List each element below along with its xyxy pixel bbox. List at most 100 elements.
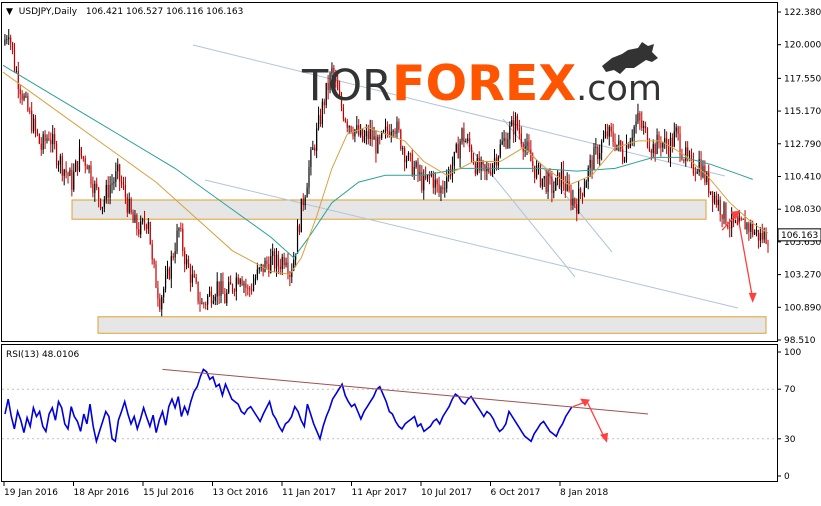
- price-candle-body: [149, 221, 151, 245]
- price-candle-body: [92, 183, 94, 193]
- price-candle-body: [425, 175, 427, 179]
- price-candle-body: [272, 251, 274, 257]
- price-candle-body: [151, 244, 153, 260]
- price-candle-body: [241, 279, 243, 286]
- price-candle-body: [36, 130, 39, 135]
- price-candle-body: [212, 300, 214, 304]
- moving-average-fast: [2, 71, 769, 275]
- price-candle-body: [283, 257, 285, 266]
- price-candle-body: [224, 293, 226, 304]
- price-candle-body: [90, 165, 92, 184]
- price-candle-body: [229, 282, 232, 285]
- current-price-tag: 106.163: [777, 228, 821, 242]
- price-candle-body: [583, 187, 585, 196]
- price-candle-body: [369, 128, 371, 139]
- price-candle-body: [518, 128, 520, 134]
- price-candle-body: [50, 139, 52, 145]
- price-candle-body: [579, 188, 582, 194]
- price-candle-body: [602, 137, 605, 142]
- price-candle-body: [434, 179, 436, 188]
- price-tick-label: 103.270: [784, 271, 821, 281]
- price-candle-body: [122, 184, 125, 186]
- price-candle-body: [476, 158, 478, 174]
- price-candle-body: [388, 131, 390, 137]
- price-candle-body: [29, 110, 31, 112]
- price-candle-body: [593, 147, 595, 171]
- price-candle-body: [27, 95, 29, 111]
- price-candle-body: [390, 131, 392, 137]
- price-candle-body: [333, 67, 335, 78]
- price-candle-body: [576, 203, 578, 214]
- support-zone: [71, 199, 707, 220]
- price-candle-body: [186, 259, 188, 265]
- price-candle-body: [606, 131, 608, 137]
- torforex-logo: TORFOREX.com: [301, 42, 662, 112]
- price-candle-body: [746, 223, 748, 230]
- logo-text-tor: TOR: [301, 61, 392, 111]
- price-tick-label: 117.550: [784, 74, 821, 84]
- price-candle-body: [754, 232, 756, 235]
- price-candle-body: [17, 70, 19, 89]
- price-candle-body: [140, 221, 142, 235]
- price-candle-body: [710, 191, 712, 194]
- price-candle-body: [469, 138, 471, 147]
- price-candle-body: [656, 134, 658, 155]
- price-candle-body: [688, 155, 691, 157]
- price-candle-body: [748, 223, 750, 232]
- price-candle-body: [191, 274, 193, 283]
- price-candle-body: [562, 169, 564, 184]
- bull-icon: [602, 42, 658, 74]
- price-candle-body: [488, 167, 490, 172]
- price-candle-body: [532, 161, 534, 166]
- price-candle-body: [719, 199, 721, 215]
- price-candle-body: [59, 156, 61, 165]
- price-candle-body: [677, 127, 679, 134]
- price-candle-body: [163, 288, 165, 298]
- price-candle-body: [291, 270, 293, 277]
- price-candle-body: [82, 156, 84, 159]
- price-candle-body: [187, 259, 190, 268]
- price-candle-body: [394, 131, 396, 134]
- price-candle-body: [289, 273, 291, 277]
- price-candle-body: [392, 131, 394, 133]
- price-candle-body: [574, 198, 576, 204]
- price-candle-body: [360, 129, 362, 136]
- price-candle-body: [61, 156, 63, 176]
- price-candle-body: [729, 227, 731, 229]
- price-candle-body: [698, 159, 700, 172]
- price-candle-body: [706, 172, 708, 183]
- price-candle-body: [482, 161, 484, 165]
- price-candle-body: [124, 185, 126, 198]
- price-axis: 122.380 120.000 117.550 115.170 112.790 110.4…: [777, 8, 821, 346]
- price-candle-body: [587, 167, 589, 182]
- channel-upper-line: [192, 44, 726, 177]
- price-candle-body: [478, 158, 480, 171]
- price-candle-body: [585, 181, 587, 188]
- price-candle-body: [103, 199, 105, 208]
- price-candle-body: [750, 223, 752, 232]
- price-candle-body: [128, 198, 130, 213]
- price-candle-body: [306, 187, 308, 198]
- price-candle-body: [335, 77, 337, 81]
- rsi-tick-label: 70: [784, 385, 796, 395]
- price-candle-body: [660, 143, 662, 148]
- price-candle-body: [654, 144, 656, 155]
- price-candle-body: [63, 169, 65, 176]
- price-tick-label: 115.170: [784, 107, 821, 117]
- price-candle-body: [180, 228, 182, 230]
- price-candle-body: [268, 263, 270, 273]
- price-candle-body: [197, 281, 199, 302]
- price-candle-body: [551, 176, 553, 193]
- price-candle-body: [256, 269, 258, 279]
- price-candle-body: [463, 128, 465, 143]
- time-tick-label: 6 Oct 2017: [491, 488, 541, 498]
- price-candle-body: [444, 188, 446, 190]
- price-candle-body: [553, 190, 555, 193]
- price-candle-body: [459, 141, 461, 159]
- price-candle-body: [252, 282, 255, 291]
- price-candle-body: [251, 289, 253, 291]
- price-candle-body: [281, 257, 283, 270]
- price-candle-body: [264, 260, 266, 273]
- price-candle-body: [382, 130, 385, 132]
- price-candle-body: [581, 193, 584, 196]
